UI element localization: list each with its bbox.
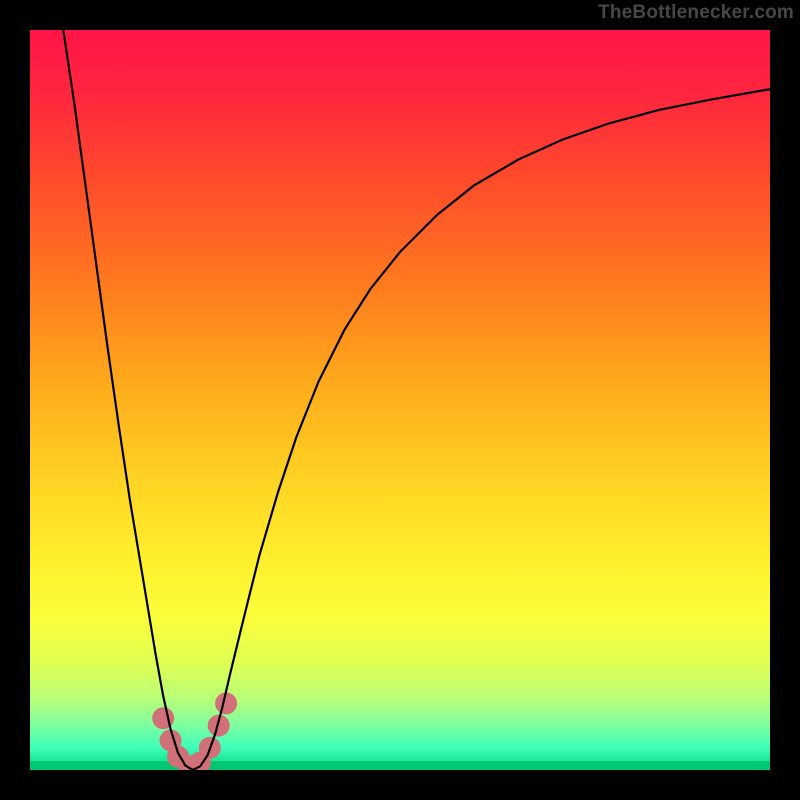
watermark-text: TheBottlenecker.com — [598, 2, 794, 24]
gradient-background — [30, 30, 770, 770]
bottleneck-curve-chart — [30, 30, 770, 770]
chart-frame: TheBottlenecker.com — [0, 0, 800, 800]
baseline-strip — [30, 761, 770, 770]
